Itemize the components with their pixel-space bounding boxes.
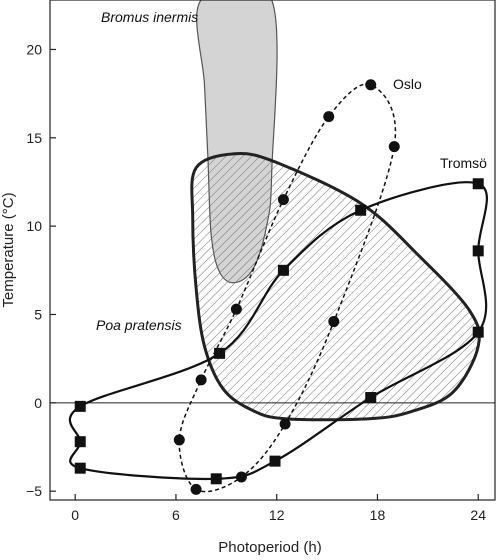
series-layer xyxy=(68,79,488,495)
oslo-label: Oslo xyxy=(393,76,422,92)
troms--point xyxy=(472,178,484,190)
oslo-point xyxy=(365,79,377,91)
oslo-point xyxy=(195,374,207,386)
oslo-point xyxy=(277,194,289,206)
tromso-label: Tromsö xyxy=(440,155,487,171)
troms--point xyxy=(214,347,226,359)
troms--point xyxy=(277,264,289,276)
x-tick-label: 24 xyxy=(470,507,486,523)
y-tick-label: 0 xyxy=(34,395,42,411)
oslo-point xyxy=(230,303,242,315)
poa-pratensis-region xyxy=(190,151,481,422)
troms--point xyxy=(74,400,86,412)
y-tick-label: 10 xyxy=(26,218,42,234)
troms--point xyxy=(74,436,86,448)
x-tick-label: 6 xyxy=(172,507,180,523)
oslo-point xyxy=(328,316,340,328)
troms--point xyxy=(269,455,281,467)
troms--point xyxy=(74,462,86,474)
y-tick-label: 20 xyxy=(26,41,42,57)
oslo-point xyxy=(190,483,202,495)
y-tick-label: 5 xyxy=(34,306,42,322)
troms--point xyxy=(365,392,377,404)
plot-frame xyxy=(49,0,496,501)
bromus-inermis-label: Bromus inermis xyxy=(101,9,198,25)
poa-pratensis-label: Poa pratensis xyxy=(96,317,182,333)
oslo-point xyxy=(388,141,400,153)
troms--point xyxy=(472,245,484,257)
x-tick-label: 0 xyxy=(71,507,79,523)
troms--point xyxy=(355,204,367,216)
oslo-point xyxy=(279,418,291,430)
x-axis-title: Photoperiod (h) xyxy=(218,539,321,556)
oslo-point xyxy=(323,111,335,123)
y-tick-label: −5 xyxy=(26,483,42,499)
troms--point xyxy=(210,473,222,485)
y-axis-title: Temperature (°C) xyxy=(0,192,17,307)
x-tick-label: 12 xyxy=(269,507,285,523)
oslo-point xyxy=(173,434,185,446)
oslo-point xyxy=(235,471,247,483)
x-tick-label: 18 xyxy=(370,507,386,523)
y-tick-label: 15 xyxy=(26,130,42,146)
plot-area xyxy=(50,0,495,495)
troms--point xyxy=(472,326,484,338)
axes-layer: 0 6 12 18 24 −5 0 5 10 15 20 xyxy=(26,41,486,523)
regions-layer xyxy=(190,0,481,422)
